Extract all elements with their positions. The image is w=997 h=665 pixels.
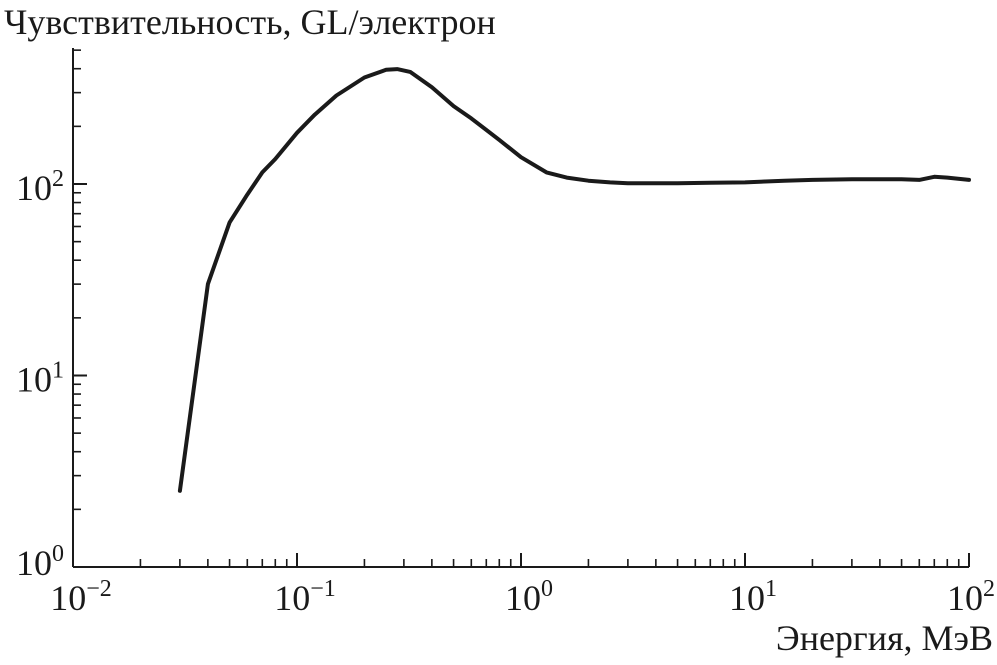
x-tick-label: 10−2 [50, 576, 112, 618]
y-tick-label: 100 [16, 541, 64, 583]
y-tick-label: 102 [16, 166, 64, 208]
y-axis-label: Чувствительность, GL/электрон [4, 2, 496, 42]
x-tick-label: 102 [947, 576, 995, 618]
ticks [72, 49, 970, 568]
y-tick-label: 101 [16, 358, 64, 400]
tick-labels: 10−2 10−1 100 101 102 100 101 102 [16, 166, 995, 618]
x-axis-label: Энергия, МэВ [775, 618, 993, 658]
x-tick-label: 101 [729, 576, 777, 618]
x-tick-label: 100 [505, 576, 553, 618]
sensitivity-curve [177, 67, 971, 493]
axes [72, 48, 969, 568]
x-tick-label: 10−1 [274, 576, 336, 618]
